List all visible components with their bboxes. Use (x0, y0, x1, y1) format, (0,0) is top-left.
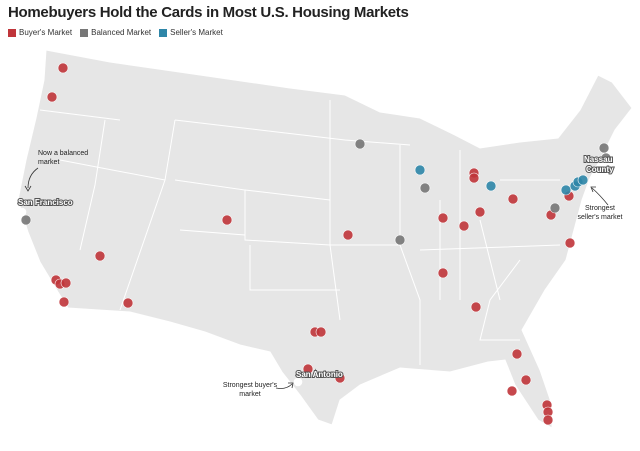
city-label: Nassau (584, 155, 613, 164)
legend-label: Buyer's Market (19, 28, 73, 37)
annotation: Strongest buyer's (223, 382, 278, 389)
title: Homebuyers Hold the Cards in Most U.S. H… (8, 4, 409, 21)
annotation: Now a balanced (38, 150, 88, 157)
legend-item: Balanced Market (80, 28, 151, 37)
legend-label: Balanced Market (91, 28, 152, 37)
annotation: market (38, 159, 59, 166)
annotation: market (239, 391, 260, 398)
legend-label: Seller's Market (170, 28, 223, 37)
market-dots (17, 62, 612, 426)
city-label: San Francisco (18, 198, 73, 207)
legend-item: Buyer's Market (8, 28, 72, 37)
legend: Buyer's Market Balanced Market Seller's … (8, 28, 223, 37)
annotation: seller's market (578, 214, 623, 221)
state-lines (39, 100, 561, 365)
city-label: County (586, 165, 614, 174)
annotation: Strongest (585, 205, 615, 212)
arrows (24, 167, 609, 389)
city-label: San Antonio (296, 370, 343, 379)
legend-item: Seller's Market (159, 28, 223, 37)
